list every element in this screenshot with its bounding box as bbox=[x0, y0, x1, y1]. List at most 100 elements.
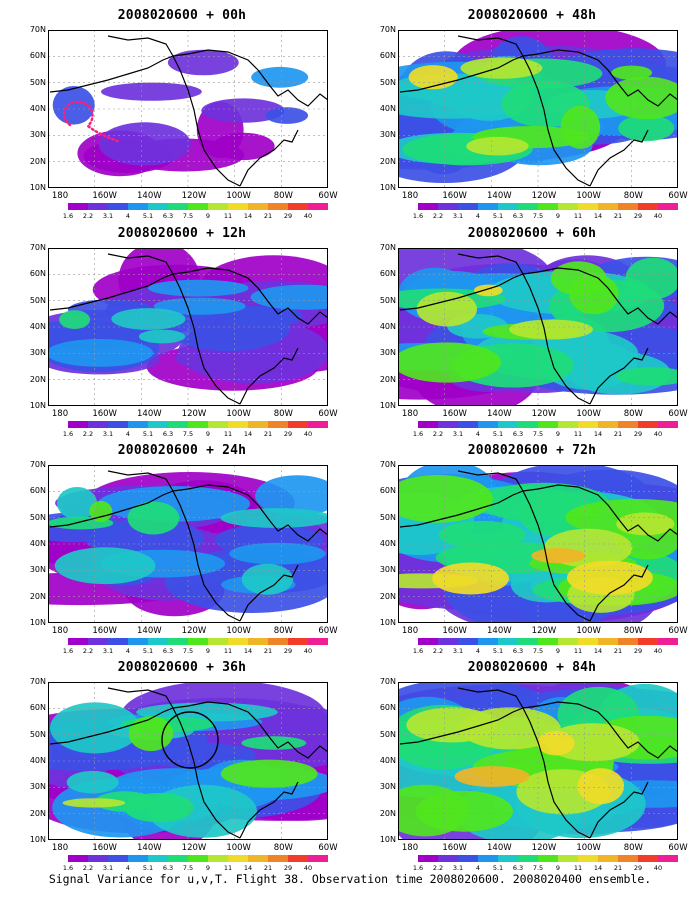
colorbar-swatch bbox=[498, 421, 518, 428]
map-panel: 2008020600 + 84h 70N 60N 50N 40N 30N 20N 10N 18… bbox=[362, 660, 700, 878]
colorbar-swatch bbox=[288, 421, 308, 428]
lat-label: 10N bbox=[29, 835, 46, 844]
colorbar-swatch bbox=[148, 855, 168, 862]
coastline bbox=[49, 253, 328, 405]
figure-caption: Signal Variance for u,v,T. Flight 38. Ob… bbox=[48, 872, 652, 886]
lat-label: 20N bbox=[29, 591, 46, 601]
lat-label: 10N bbox=[29, 618, 46, 627]
colorbar-label: 9 bbox=[205, 212, 211, 220]
lat-label: 30N bbox=[379, 782, 396, 792]
colorbar-label: 5.1 bbox=[142, 647, 154, 655]
colorbar-label: 14 bbox=[593, 212, 603, 220]
colorbar-label: 4 bbox=[125, 647, 131, 655]
colorbar-label: 6.3 bbox=[512, 647, 524, 655]
colorbar-swatch bbox=[498, 855, 518, 862]
map-panel: 2008020600 + 36h 70N 60N 50N 40N 30N 20N 10N 18… bbox=[12, 660, 352, 878]
colorbar-swatch bbox=[558, 203, 578, 210]
colorbar-label: 14 bbox=[243, 647, 253, 655]
colorbar-swatch bbox=[498, 203, 518, 210]
colorbar-swatch bbox=[658, 855, 678, 862]
lat-label: 20N bbox=[29, 374, 46, 384]
colorbar-swatch bbox=[398, 421, 418, 428]
colorbar-swatch bbox=[108, 421, 128, 428]
lon-label: 180 bbox=[51, 191, 69, 201]
colorbar-swatch bbox=[88, 421, 108, 428]
colorbar-label: 4 bbox=[125, 212, 131, 220]
colorbar-swatch bbox=[248, 638, 268, 645]
lat-label: 30N bbox=[379, 565, 396, 575]
lat-label: 60N bbox=[29, 486, 46, 496]
lat-label: 60N bbox=[29, 703, 46, 713]
colorbar-label: 9 bbox=[205, 647, 211, 655]
colorbar-swatch bbox=[458, 203, 478, 210]
colorbar-label: 40 bbox=[653, 864, 663, 872]
colorbar-swatch bbox=[208, 638, 228, 645]
colorbar-swatch bbox=[128, 638, 148, 645]
colorbar-label: 9 bbox=[555, 430, 561, 438]
lat-label: 50N bbox=[379, 512, 396, 522]
colorbar-swatch bbox=[558, 855, 578, 862]
colorbar-label: 2.2 bbox=[82, 430, 94, 438]
lon-label: 140W bbox=[487, 626, 512, 636]
colorbar-swatch bbox=[48, 421, 68, 428]
colorbar-label: 3.1 bbox=[102, 647, 114, 655]
colorbar-swatch bbox=[538, 421, 558, 428]
colorbar-swatch bbox=[518, 855, 538, 862]
colorbar-swatch bbox=[248, 421, 268, 428]
lon-label: 80W bbox=[623, 191, 643, 201]
colorbar-swatch bbox=[578, 638, 598, 645]
colorbar-swatch bbox=[148, 421, 168, 428]
colorbar-label: 9 bbox=[555, 864, 561, 872]
lat-label: 70N bbox=[379, 677, 396, 686]
lon-label: 180 bbox=[51, 409, 69, 419]
colorbar-label: 14 bbox=[593, 430, 603, 438]
colorbar-label: 6.3 bbox=[512, 430, 524, 438]
lon-label: 180 bbox=[51, 626, 69, 636]
colorbar-label: 29 bbox=[283, 647, 293, 655]
colorbar-label: 4 bbox=[475, 864, 481, 872]
colorbar-swatch bbox=[168, 855, 188, 862]
colorbar bbox=[398, 855, 678, 862]
colorbar-label: 21 bbox=[263, 212, 273, 220]
colorbar-swatch bbox=[248, 203, 268, 210]
colorbar-swatch bbox=[538, 638, 558, 645]
lon-label: 100W bbox=[226, 626, 251, 636]
colorbar-swatch bbox=[148, 638, 168, 645]
lat-label: 40N bbox=[379, 756, 396, 765]
lon-label: 100W bbox=[576, 191, 601, 201]
lon-label: 160W bbox=[92, 626, 117, 636]
colorbar-label: 2.2 bbox=[82, 212, 94, 220]
lon-label: 100W bbox=[576, 843, 601, 853]
colorbar-label: 40 bbox=[303, 647, 313, 655]
colorbar-label: 7.5 bbox=[182, 864, 194, 872]
colorbar-label: 4 bbox=[475, 212, 481, 220]
lon-label: 180 bbox=[401, 843, 419, 853]
colorbar-swatch bbox=[398, 638, 418, 645]
colorbar-swatch bbox=[228, 203, 248, 210]
colorbar-swatch bbox=[658, 421, 678, 428]
colorbar-label: 21 bbox=[263, 647, 273, 655]
colorbar-labels: 1.6 2.2 3.1 4 5.1 6.3 7.5 9 11 14 21 29 40 bbox=[48, 212, 328, 222]
colorbar-label: 14 bbox=[243, 864, 253, 872]
lon-label: 80W bbox=[273, 626, 293, 636]
lat-label: 60N bbox=[379, 51, 396, 61]
lat-label: 10N bbox=[379, 618, 396, 627]
colorbar-labels: 1.6 2.2 3.1 4 5.1 6.3 7.5 9 11 14 21 29 40 bbox=[398, 864, 678, 874]
lon-label: 160W bbox=[92, 843, 117, 853]
lat-label: 40N bbox=[29, 322, 46, 331]
lon-label: 120W bbox=[181, 191, 207, 201]
colorbar-label: 5.1 bbox=[492, 212, 504, 220]
colorbar-label: 4 bbox=[475, 647, 481, 655]
colorbar-label: 3.1 bbox=[452, 430, 464, 438]
lon-label: 60W bbox=[668, 409, 688, 419]
panel-title: 2008020600 + 24h bbox=[117, 443, 247, 458]
colorbar-swatch bbox=[108, 855, 128, 862]
lon-label: 100W bbox=[226, 843, 251, 853]
lon-label: 100W bbox=[576, 409, 601, 419]
lat-label: 20N bbox=[29, 156, 46, 166]
lat-label: 40N bbox=[379, 322, 396, 331]
colorbar bbox=[48, 638, 328, 645]
lat-label: 30N bbox=[29, 782, 46, 792]
colorbar-labels: 1.6 2.2 3.1 4 5.1 6.3 7.5 9 11 14 21 29 40 bbox=[398, 212, 678, 222]
colorbar-label: 2.2 bbox=[432, 864, 444, 872]
